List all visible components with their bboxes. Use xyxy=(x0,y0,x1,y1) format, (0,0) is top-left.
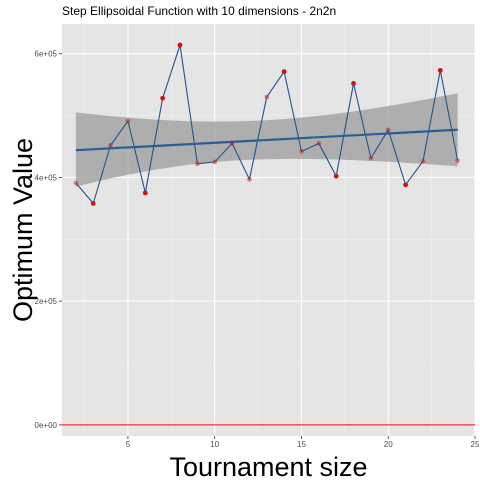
minor-gridlines xyxy=(62,24,475,436)
trend-line xyxy=(75,128,458,152)
data-point xyxy=(455,158,461,164)
x-axis-title: Tournament size xyxy=(169,452,367,480)
y-tick-label: 6e+05 xyxy=(35,50,58,59)
chart-title: Step Ellipsoidal Function with 10 dimens… xyxy=(62,4,336,18)
data-point xyxy=(212,159,218,165)
y-tick-label: 4e+05 xyxy=(35,173,58,182)
data-point xyxy=(420,158,426,164)
data-point xyxy=(108,142,113,148)
x-axis-ticks: 5 10 15 20 25 xyxy=(126,436,480,449)
data-point xyxy=(73,180,79,186)
data-point xyxy=(403,182,408,188)
y-tick-label: 2e+05 xyxy=(35,297,58,306)
data-point xyxy=(281,69,287,75)
data-point xyxy=(333,173,339,179)
data-point xyxy=(299,149,304,154)
data-point xyxy=(142,190,148,196)
y-axis-ticks: 0e+00 2e+05 4e+05 6e+05 xyxy=(35,50,62,430)
data-point xyxy=(194,161,200,167)
data-point xyxy=(160,95,166,101)
x-tick-label: 15 xyxy=(297,440,306,449)
y-tick-label: 0e+00 xyxy=(35,421,58,430)
data-point xyxy=(177,42,183,48)
data-points xyxy=(73,42,461,206)
data-point xyxy=(125,118,131,124)
data-point xyxy=(247,176,252,182)
x-tick-label: 25 xyxy=(471,440,480,449)
data-point xyxy=(437,67,443,73)
data-point xyxy=(90,200,96,206)
x-tick-label: 5 xyxy=(126,440,131,449)
data-point xyxy=(385,127,391,133)
x-tick-label: 20 xyxy=(384,440,393,449)
data-point xyxy=(264,94,270,100)
data-point xyxy=(351,80,356,86)
x-tick-label: 10 xyxy=(210,440,219,449)
data-point xyxy=(368,155,374,161)
data-point xyxy=(316,140,322,146)
series-line-optimum-value xyxy=(75,44,459,205)
data-point xyxy=(229,140,235,146)
y-axis-title: Optimum Value xyxy=(8,138,38,322)
plot-panel xyxy=(62,24,475,436)
